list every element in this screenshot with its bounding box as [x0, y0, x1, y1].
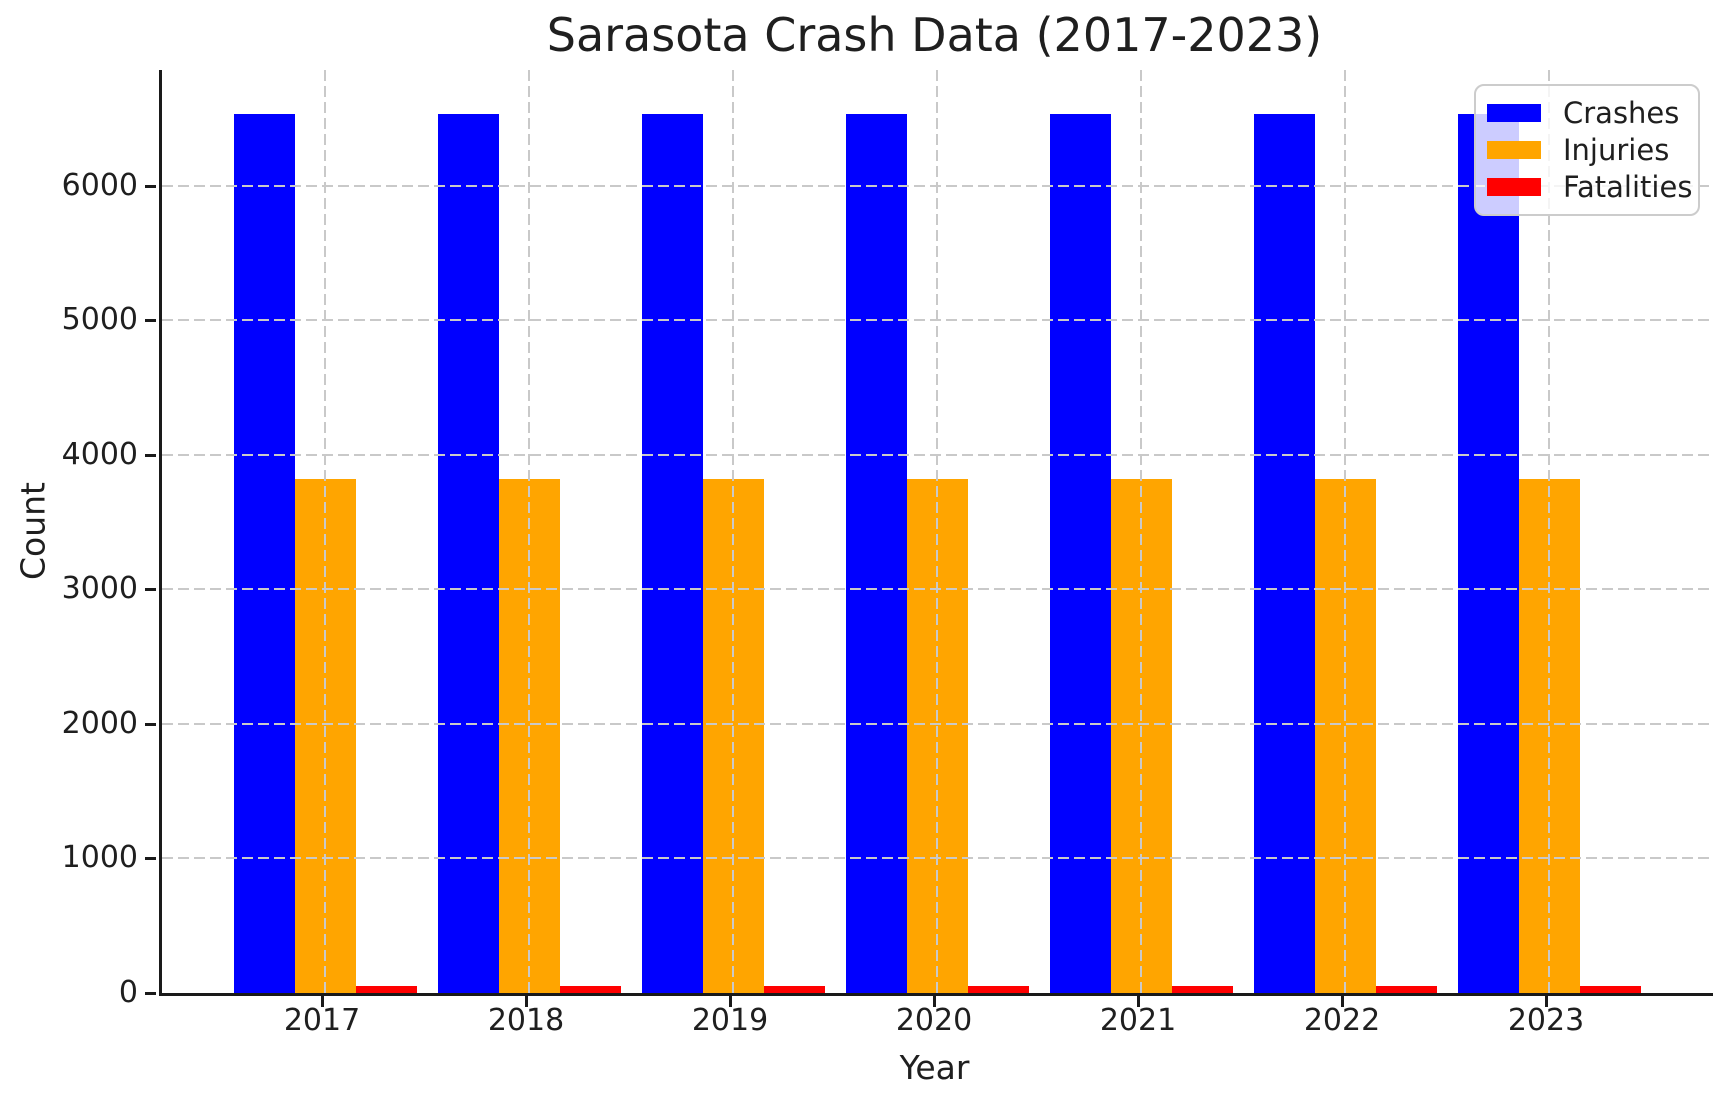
x-axis-label: Year	[899, 1048, 970, 1087]
ytick-label-0: 0	[118, 975, 138, 1010]
bar-fatalities-2019	[763, 986, 825, 993]
gridline-v-2017	[324, 70, 326, 993]
xtick-mark-2017	[321, 996, 324, 1007]
xtick-label-2022: 2022	[1303, 1003, 1381, 1038]
legend-label-injuries: Injuries	[1563, 132, 1670, 167]
ytick-label-5000: 5000	[61, 302, 138, 338]
xtick-mark-2020	[933, 996, 936, 1007]
ytick-mark-6000	[145, 184, 156, 188]
xtick-label-2021: 2021	[1099, 1003, 1177, 1038]
bar-fatalities-2018	[559, 986, 621, 993]
gridline-v-2021	[1140, 70, 1142, 993]
ytick-label-3000: 3000	[61, 571, 138, 607]
gridline-v-2020	[936, 70, 938, 993]
xtick-label-2023: 2023	[1507, 1003, 1585, 1038]
xtick-label-2020: 2020	[895, 1003, 973, 1038]
bar-fatalities-2020	[967, 986, 1029, 993]
ytick-mark-1000	[145, 857, 156, 861]
legend-label-crashes: Crashes	[1563, 95, 1680, 130]
bar-fatalities-2023	[1579, 986, 1641, 993]
ytick-label-1000: 1000	[61, 840, 138, 876]
ytick-label-2000: 2000	[61, 705, 138, 741]
gridline-v-2018	[528, 70, 530, 993]
bar-fatalities-2021	[1171, 986, 1233, 993]
ytick-mark-2000	[145, 722, 156, 726]
ytick-mark-4000	[145, 453, 156, 457]
legend-row-fatalities: Fatalities	[1476, 170, 1698, 204]
y-axis-label: Count	[13, 481, 53, 581]
bar-crashes-2019	[641, 114, 703, 993]
xtick-mark-2022	[1341, 996, 1344, 1007]
legend-label-fatalities: Fatalities	[1563, 170, 1693, 205]
gridline-v-2023	[1548, 70, 1550, 993]
legend-swatch-crashes	[1487, 103, 1541, 122]
bar-crashes-2020	[845, 114, 907, 993]
xtick-mark-2019	[729, 996, 732, 1007]
bar-crashes-2021	[1049, 114, 1111, 993]
ytick-label-6000: 6000	[61, 167, 138, 203]
bar-fatalities-2017	[355, 986, 417, 993]
xtick-label-2017: 2017	[283, 1003, 361, 1038]
legend-swatch-fatalities	[1487, 178, 1541, 197]
legend-row-crashes: Crashes	[1476, 96, 1698, 130]
ytick-label-4000: 4000	[61, 436, 138, 472]
ytick-mark-5000	[145, 319, 156, 323]
xtick-mark-2018	[525, 996, 528, 1007]
bar-crashes-2018	[437, 114, 499, 993]
ytick-mark-0	[145, 992, 156, 995]
gridline-v-2019	[732, 70, 734, 993]
xtick-label-2019: 2019	[691, 1003, 769, 1038]
bar-crashes-2017	[233, 114, 295, 993]
legend: Crashes Injuries Fatalities	[1474, 84, 1700, 216]
bar-crashes-2022	[1253, 114, 1315, 993]
plot-area: Crashes Injuries Fatalities	[159, 70, 1713, 996]
gridline-v-2022	[1344, 70, 1346, 993]
chart-title: Sarasota Crash Data (2017-2023)	[546, 8, 1323, 62]
legend-swatch-injuries	[1487, 140, 1541, 159]
xtick-label-2018: 2018	[487, 1003, 565, 1038]
bar-fatalities-2022	[1375, 986, 1437, 993]
legend-row-injuries: Injuries	[1476, 133, 1698, 167]
ytick-mark-3000	[145, 588, 156, 592]
xtick-mark-2021	[1137, 996, 1140, 1007]
bar-crashes-2023	[1457, 114, 1519, 993]
xtick-mark-2023	[1545, 996, 1548, 1007]
